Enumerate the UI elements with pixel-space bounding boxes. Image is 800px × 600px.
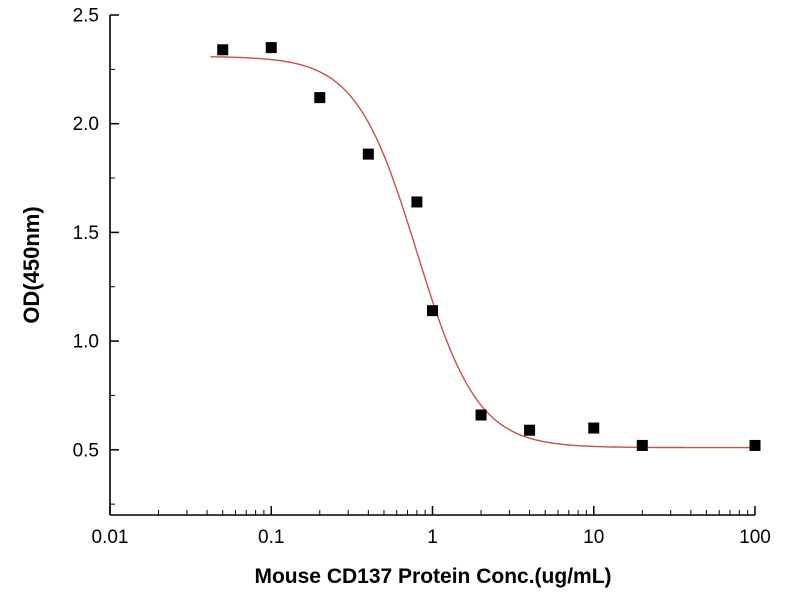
- y-tick-label: 1.5: [73, 223, 99, 244]
- data-point-marker: [524, 424, 536, 436]
- y-tick-label: 0.5: [73, 440, 99, 461]
- data-point-marker: [314, 92, 326, 104]
- x-tick-label: 10: [583, 527, 604, 548]
- x-tick-label: 1: [427, 527, 438, 548]
- data-point-marker: [411, 196, 423, 208]
- data-point-marker: [475, 409, 487, 421]
- data-point-marker: [217, 44, 229, 56]
- x-tick-label: 0.1: [258, 527, 284, 548]
- data-point-marker: [362, 148, 374, 160]
- y-tick-label: 1.0: [73, 332, 99, 353]
- data-point-marker: [265, 42, 277, 54]
- x-tick-label: 0.01: [92, 527, 129, 548]
- y-tick-label: 2.5: [73, 6, 99, 27]
- data-point-marker: [427, 305, 438, 317]
- data-point-marker: [636, 439, 648, 451]
- data-point-marker: [749, 439, 761, 451]
- data-point-marker: [588, 422, 600, 434]
- y-axis-title: OD(450nm): [19, 206, 44, 324]
- x-tick-label: 100: [739, 527, 771, 548]
- x-axis-title: Mouse CD137 Protein Conc.(ug/mL): [254, 565, 612, 588]
- fit-curve: [210, 56, 755, 449]
- y-tick-label: 2.0: [73, 114, 99, 135]
